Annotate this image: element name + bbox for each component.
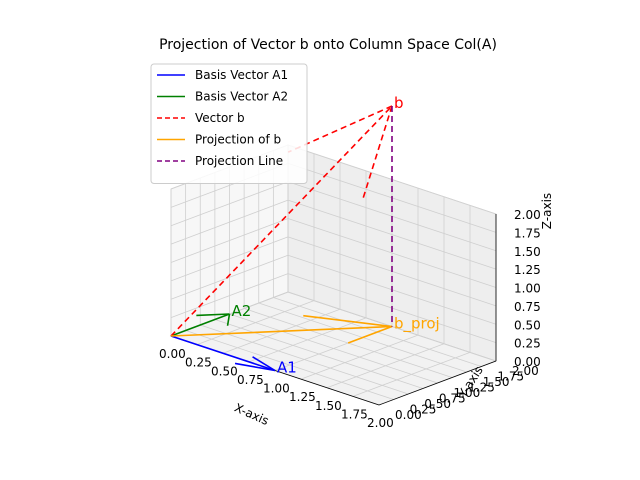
y-tick-label: 1.25 [468, 381, 495, 395]
series-basis-vector-a2-head [226, 313, 231, 326]
grid-line-z-back [287, 199, 497, 270]
x-tick-label: 0.00 [159, 347, 186, 361]
series-basis-vector-a1-head [234, 362, 276, 372]
legend-label: Basis Vector A1 [195, 68, 288, 82]
x-tick-label: 0.25 [185, 356, 212, 370]
z-axis-label: Z-axis [540, 193, 554, 229]
z-tick-label: 2.00 [514, 208, 541, 222]
label-a1: A1 [277, 359, 297, 377]
series-projection-of-b-shaft [170, 325, 393, 337]
grid-line-z-left [170, 199, 289, 245]
z-tick-label: 0.50 [514, 318, 541, 332]
legend-label: Projection of b [195, 133, 281, 147]
z-tick-label: 1.00 [514, 282, 541, 296]
label-b: b [394, 94, 404, 112]
y-tick-label: 0.75 [439, 392, 466, 406]
grid-line-z-back [287, 218, 497, 288]
x-tick-label: 2.00 [367, 416, 394, 430]
x-tick-label: 1.00 [263, 382, 290, 396]
grid-line-z-left [170, 181, 289, 227]
tick-labels: 0.000.000.000.250.250.250.500.500.500.75… [159, 208, 541, 430]
y-axis-line [378, 360, 497, 406]
y-tick-label: 0.50 [424, 397, 451, 411]
legend-item: Vector b [157, 111, 245, 125]
series-projection-of-b-head [303, 314, 393, 328]
y-tick-label: 0.00 [395, 408, 422, 422]
grid-line-x-floor [300, 334, 419, 380]
x-tick-label: 1.25 [289, 390, 316, 404]
z-tick-label: 0.75 [514, 300, 541, 314]
series-basis-vector-a1-head [252, 356, 276, 372]
chart-title: Projection of Vector b onto Column Space… [159, 37, 497, 53]
z-tick-label: 0.00 [514, 355, 541, 369]
y-tick-label: 1.50 [483, 375, 510, 389]
legend-label: Basis Vector A2 [195, 90, 288, 104]
series [170, 105, 393, 372]
y-tick-label: 1.00 [454, 386, 481, 400]
z-tick-label: 1.50 [514, 245, 541, 259]
x-axis-label: X-axis [232, 401, 271, 428]
legend-item: Basis Vector A1 [157, 68, 288, 82]
legend-label: Projection Line [195, 154, 283, 168]
grid-line-z-left [170, 218, 289, 263]
x-tick-label: 1.50 [315, 399, 342, 413]
z-tick-label: 0.25 [514, 337, 541, 351]
vector-labels: A1 A2 b b_proj [232, 94, 440, 377]
series-basis-vector-a1 [170, 335, 276, 372]
legend-item: Projection Line [157, 154, 283, 168]
series-basis-vector-a1-shaft [170, 335, 276, 372]
series-basis-vector-a2-shaft [170, 313, 230, 337]
series-projection-of-b-head [347, 325, 393, 344]
series-basis-vector-a2-head [196, 313, 230, 317]
z-tick-label: 1.75 [514, 226, 541, 240]
z-tick-label: 1.25 [514, 263, 541, 277]
y-tick-label: 1.75 [497, 370, 524, 384]
series-projection-of-b [170, 314, 393, 344]
label-a2: A2 [232, 302, 252, 320]
legend-item: Projection of b [157, 133, 281, 147]
grid-line-y-floor [229, 313, 438, 384]
label-b-proj: b_proj [394, 315, 440, 334]
legend-label: Vector b [195, 111, 245, 125]
series-vector-b-shaft [170, 105, 393, 337]
y-tick-label: 2.00 [512, 364, 539, 378]
legend: Basis Vector A1 Basis Vector A2 Vector b Pr… [150, 63, 308, 184]
legend-item: Basis Vector A2 [157, 90, 288, 104]
legend-box [150, 63, 308, 184]
grid-line-x-floor [326, 343, 445, 389]
x-tick-label: 0.50 [211, 364, 238, 378]
x-tick-label: 0.75 [237, 373, 264, 387]
y-tick-label: 0.25 [410, 403, 437, 417]
x-tick-label: 1.75 [341, 407, 368, 421]
series-vector-b-head [362, 105, 393, 199]
grid-line-x-floor [352, 352, 471, 397]
series-basis-vector-a2 [170, 313, 231, 337]
